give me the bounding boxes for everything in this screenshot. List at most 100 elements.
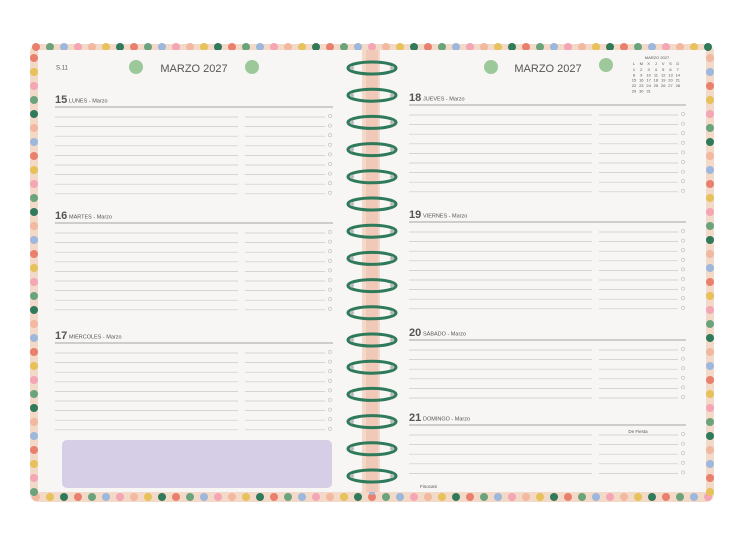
- flower: [30, 334, 38, 342]
- day-label: MARTES - Marzo: [69, 214, 112, 220]
- day-number: 18: [409, 92, 421, 104]
- flower: [706, 432, 714, 440]
- flower: [30, 96, 38, 104]
- flower: [494, 493, 502, 501]
- flower: [706, 446, 714, 454]
- ring-hole: [390, 310, 394, 315]
- checkbox: [681, 385, 685, 390]
- flower: [30, 292, 38, 300]
- flower: [158, 43, 166, 51]
- mini-day: 9: [640, 72, 643, 77]
- flower: [508, 43, 516, 51]
- checkbox: [681, 112, 685, 116]
- flower: [30, 432, 38, 440]
- flower: [676, 493, 684, 501]
- checkbox: [328, 398, 332, 402]
- mini-weekday: X: [647, 61, 650, 66]
- flower: [284, 493, 292, 501]
- flower: [30, 82, 38, 90]
- flower: [30, 166, 38, 174]
- spiral-ring: [346, 332, 398, 348]
- checkbox: [328, 268, 332, 273]
- flower: [326, 43, 334, 51]
- checkbox: [328, 426, 332, 431]
- flower: [706, 166, 714, 174]
- flower: [298, 493, 306, 501]
- flower: [368, 493, 376, 501]
- flower: [706, 460, 714, 468]
- flower-icon: [129, 60, 143, 74]
- checkbox: [328, 350, 332, 354]
- flower: [438, 43, 446, 51]
- flower: [706, 278, 714, 286]
- flower: [706, 376, 714, 384]
- ring-hole: [350, 419, 354, 424]
- flower: [706, 264, 714, 272]
- checkbox: [681, 188, 685, 193]
- ring-hole: [350, 310, 354, 315]
- flower: [256, 493, 264, 501]
- flower: [396, 493, 404, 501]
- spiral-ring: [346, 196, 398, 212]
- mini-calendar-title: MARZO 2027: [645, 55, 670, 60]
- spiral-ring: [346, 87, 398, 103]
- ring-hole: [390, 338, 394, 342]
- month-title: MARZO 2027: [160, 63, 227, 75]
- day-number: 21: [409, 412, 421, 424]
- mini-day: 2: [640, 67, 643, 72]
- flower: [30, 446, 38, 454]
- mini-day: 20: [668, 78, 673, 83]
- checkbox: [328, 297, 332, 302]
- flower: [706, 180, 714, 188]
- checkbox: [328, 142, 332, 147]
- mini-day: 1: [633, 67, 636, 72]
- flower: [30, 152, 38, 160]
- ring-hole: [350, 474, 354, 478]
- day-label: JUEVES - Marzo: [423, 96, 465, 102]
- checkbox: [681, 305, 685, 310]
- flower: [30, 278, 38, 286]
- flower: [706, 404, 714, 412]
- mini-day: 11: [654, 72, 659, 77]
- mini-weekday: D: [676, 61, 679, 66]
- flower: [186, 43, 194, 51]
- flower: [340, 43, 348, 51]
- flower: [536, 493, 544, 501]
- flower: [410, 43, 418, 51]
- flower: [662, 43, 670, 51]
- checkbox: [328, 369, 332, 374]
- ring-hole: [350, 147, 354, 152]
- flower: [438, 493, 446, 501]
- flower: [312, 43, 320, 51]
- holiday-note: De Fiesta: [628, 429, 648, 434]
- flower: [144, 43, 152, 51]
- day-number: 17: [55, 330, 67, 342]
- mini-day: 23: [639, 83, 644, 88]
- mini-day: 8: [633, 72, 636, 77]
- flower: [284, 43, 292, 51]
- flower: [30, 460, 38, 468]
- spiral-ring: [346, 468, 398, 484]
- checkbox: [328, 123, 332, 128]
- checkbox: [681, 150, 685, 155]
- spiral-ring: [346, 169, 398, 185]
- ring-hole: [350, 202, 354, 206]
- flower: [706, 474, 714, 482]
- flower: [466, 493, 474, 501]
- flower: [74, 43, 82, 51]
- flower: [60, 43, 68, 51]
- ring-hole: [390, 392, 394, 397]
- checkbox: [681, 257, 685, 262]
- flower: [382, 43, 390, 51]
- checkbox: [328, 287, 332, 292]
- ring-hole: [390, 229, 394, 234]
- spiral-ring: [346, 142, 398, 158]
- flower: [200, 43, 208, 51]
- checkbox: [328, 417, 332, 422]
- checkbox: [681, 277, 685, 281]
- checkbox: [681, 432, 685, 436]
- checkbox: [328, 171, 332, 176]
- flower: [704, 43, 712, 51]
- flower: [30, 68, 38, 76]
